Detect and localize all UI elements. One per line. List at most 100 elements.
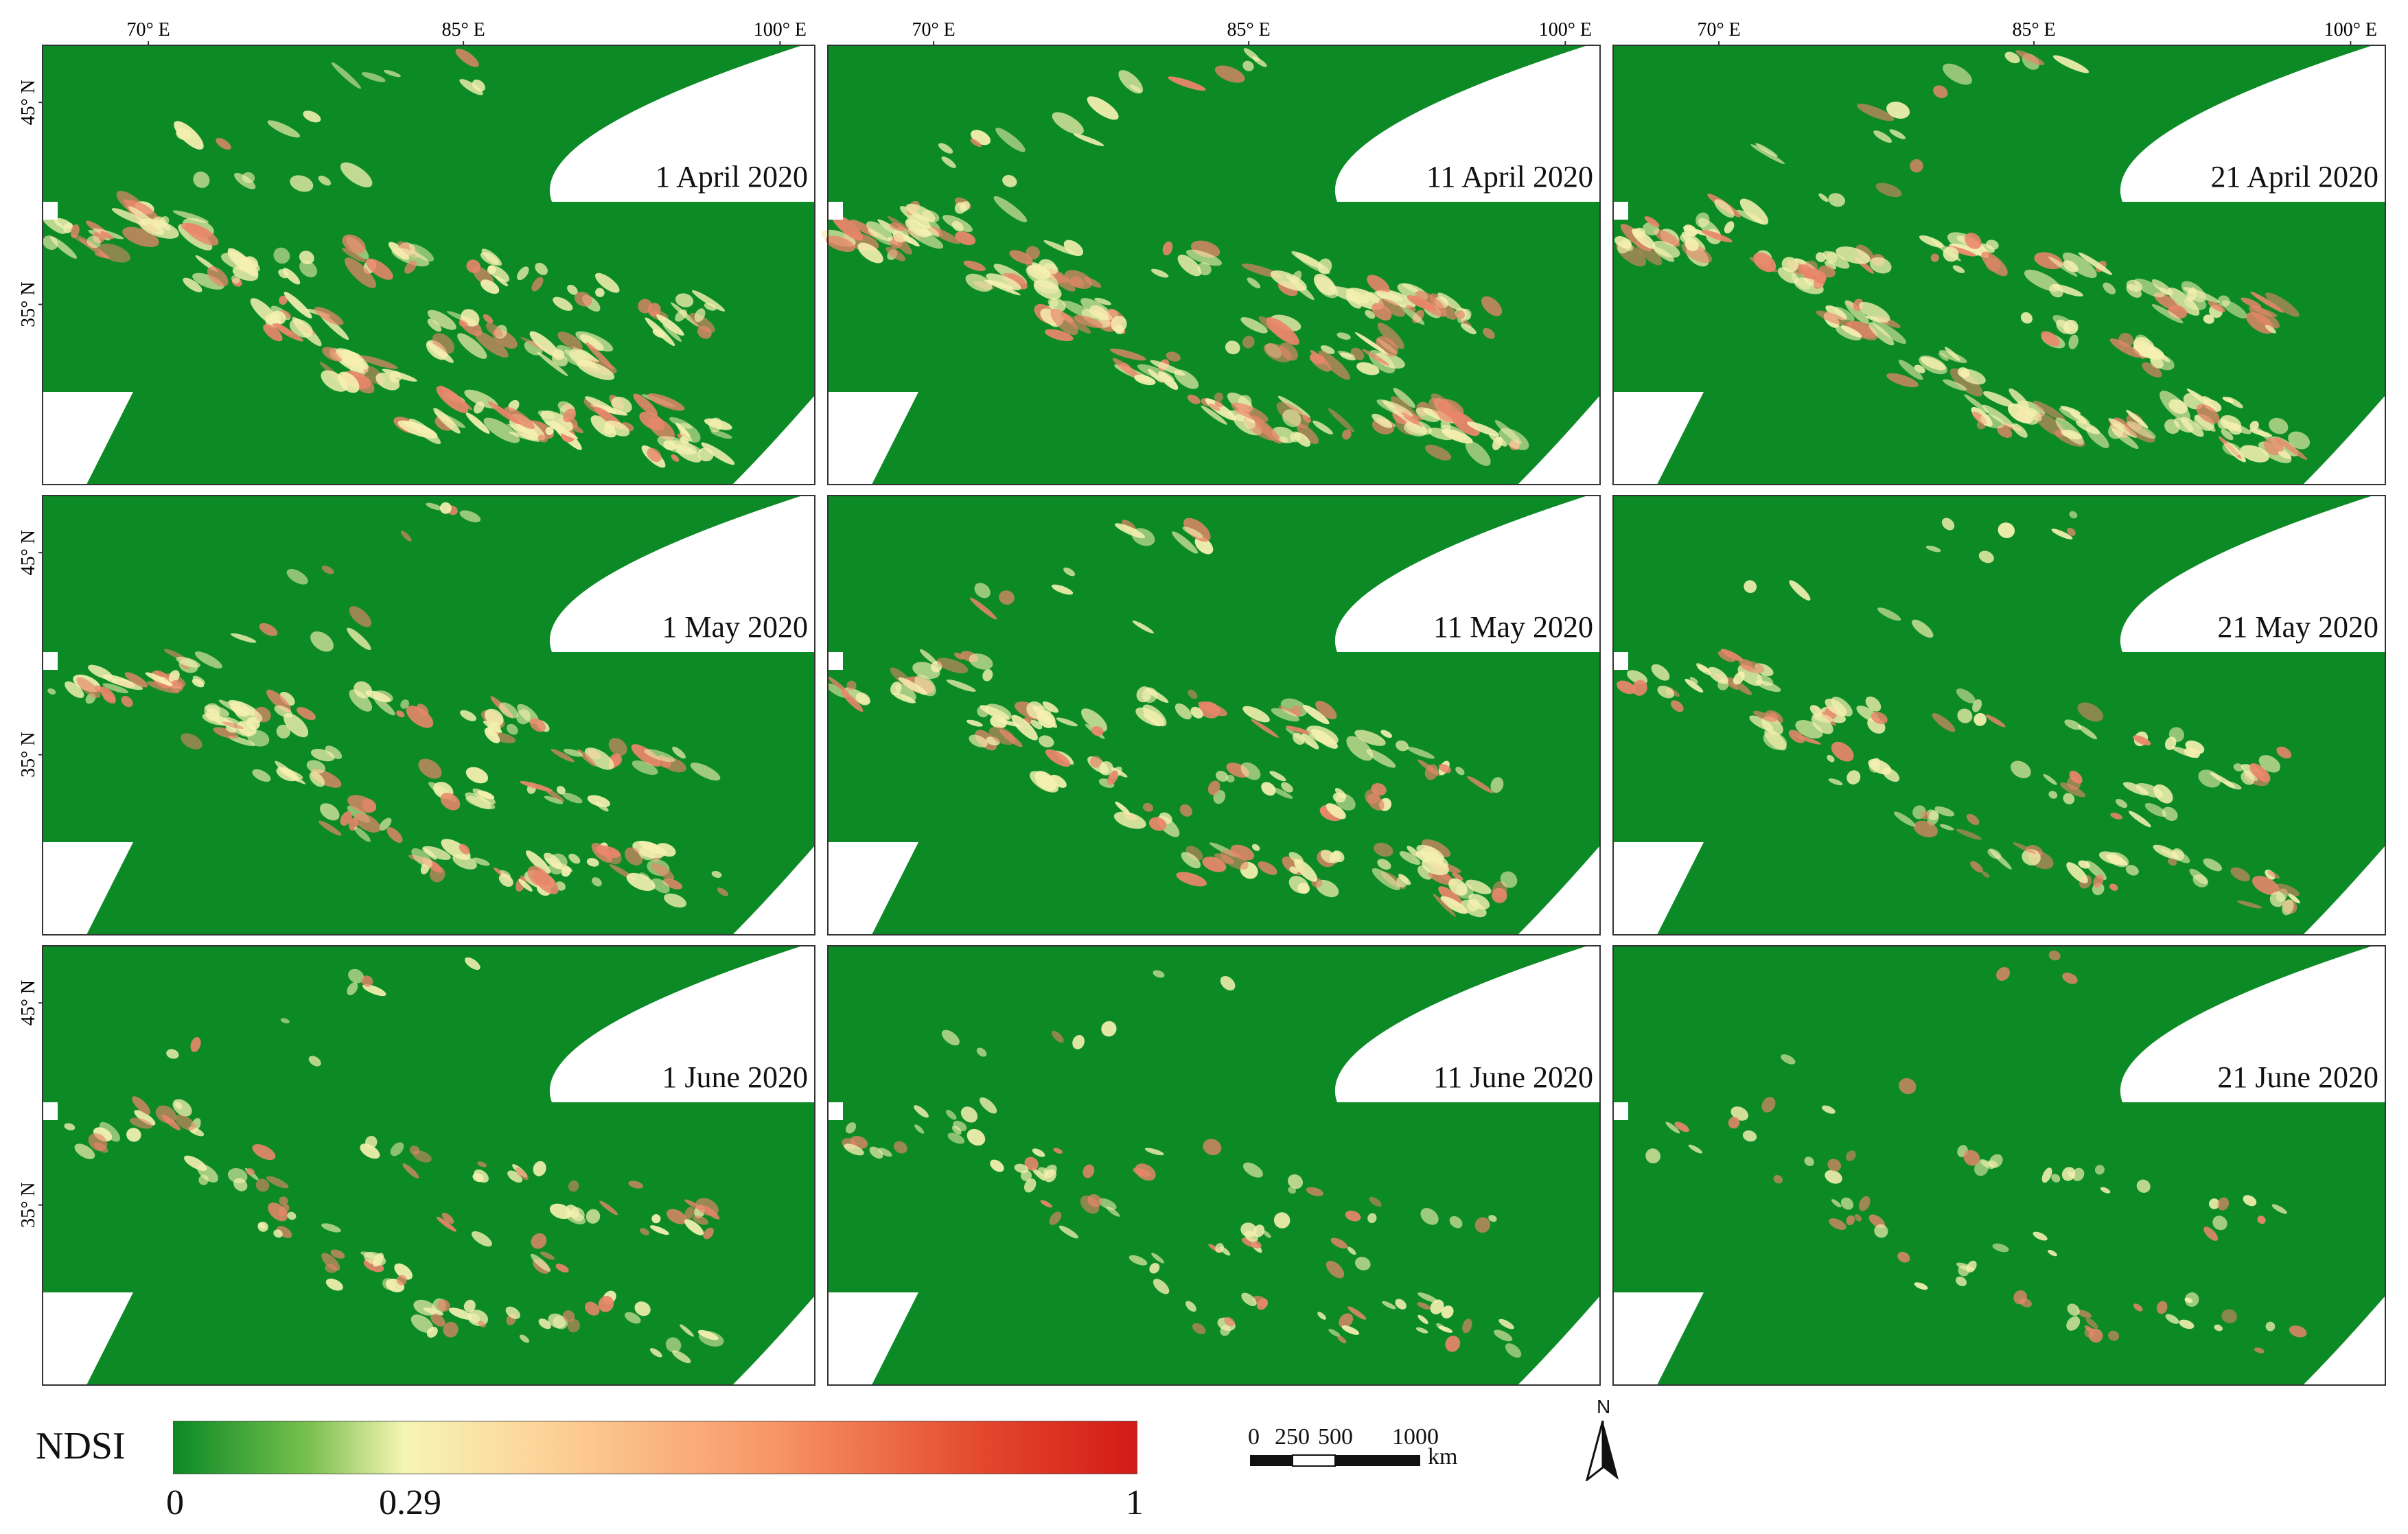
- snow-patch: [2035, 412, 2065, 437]
- snow-patch: [2133, 735, 2151, 746]
- snow-patch: [1205, 398, 1237, 421]
- snow-patch: [1490, 777, 1504, 793]
- snow-patch: [1441, 1305, 1454, 1318]
- snow-patch: [2078, 860, 2090, 869]
- snow-patch: [155, 1105, 176, 1124]
- snow-patch: [396, 710, 405, 718]
- snow-patch: [1279, 436, 1288, 443]
- snow-patch: [411, 848, 433, 868]
- snow-patch: [969, 597, 997, 620]
- snow-patch: [1462, 1318, 1472, 1334]
- snow-patch: [168, 670, 180, 682]
- nodata-west-notch: [43, 1102, 58, 1120]
- snow-patch: [508, 431, 540, 442]
- snow-patch: [2221, 1309, 2237, 1323]
- snow-patch: [1932, 712, 1956, 732]
- snow-patch: [487, 401, 520, 425]
- snow-patch: [2241, 297, 2262, 308]
- snow-patch: [1846, 1215, 1855, 1226]
- snow-patch: [990, 715, 1007, 729]
- snow-patch: [1032, 1167, 1045, 1181]
- north-arrow-icon: [1585, 1420, 1619, 1481]
- snow-patch: [422, 846, 451, 860]
- snow-patch: [1978, 243, 1995, 253]
- snow-patch: [484, 708, 504, 726]
- snow-patch: [418, 758, 442, 779]
- snow-patch: [2007, 403, 2033, 423]
- snow-patch: [2109, 338, 2141, 358]
- snow-patch: [1024, 1157, 1039, 1171]
- snow-patch: [181, 733, 202, 749]
- snow-patch: [1755, 143, 1778, 157]
- latitude-label: 35° N: [18, 732, 39, 777]
- snow-patch: [545, 426, 554, 435]
- snow-patch: [1970, 861, 1984, 873]
- snow-patch: [1058, 1225, 1079, 1239]
- snow-patch: [1696, 663, 1711, 675]
- north-label: N: [1597, 1396, 1611, 1417]
- snow-patch: [1845, 1150, 1856, 1161]
- snow-patch: [1873, 130, 1892, 143]
- snow-patch: [1455, 767, 1465, 776]
- longitude-label: 100° E: [2324, 19, 2377, 40]
- snow-patch: [198, 1174, 209, 1185]
- snow-patch: [1201, 405, 1227, 425]
- longitude-label: 100° E: [754, 19, 807, 40]
- snow-patch: [1941, 518, 1955, 531]
- snow-patch: [599, 1200, 618, 1216]
- snow-patch: [2085, 1318, 2098, 1329]
- scale-segment-2: [1292, 1454, 1336, 1467]
- snow-patch: [192, 272, 224, 290]
- snow-patch: [1720, 649, 1744, 662]
- snow-patch: [1220, 849, 1249, 870]
- snow-patch: [1294, 432, 1311, 447]
- nodata-northeast: [549, 496, 815, 652]
- snow-patch: [280, 1018, 290, 1023]
- snow-patch: [310, 749, 335, 762]
- snow-patch: [945, 1109, 957, 1120]
- snow-patch: [1401, 412, 1423, 427]
- nodata-west-notch: [43, 202, 58, 220]
- snow-patch: [2109, 883, 2118, 891]
- snow-patch: [2062, 973, 2078, 984]
- snow-patch: [1231, 402, 1269, 422]
- snow-patch: [1087, 1194, 1102, 1207]
- snow-patch: [2173, 417, 2194, 433]
- snow-patch: [1032, 1148, 1045, 1157]
- snow-patch: [124, 672, 148, 688]
- snow-patch: [252, 769, 271, 782]
- snow-patch: [1144, 1148, 1164, 1156]
- snow-patch: [1207, 780, 1220, 795]
- snow-patch: [1162, 241, 1173, 256]
- ndsi-colorbar: [173, 1421, 1137, 1474]
- snow-patch: [1355, 332, 1389, 356]
- snow-patch: [2153, 844, 2179, 859]
- snow-patch: [427, 342, 454, 363]
- snow-patch: [2208, 301, 2225, 312]
- snow-patch: [336, 348, 369, 370]
- map-frame: [42, 495, 815, 935]
- panel-date-label: 1 May 2020: [662, 610, 808, 644]
- snow-patch: [1153, 1279, 1170, 1294]
- snow-patch: [690, 763, 721, 781]
- snow-patch: [1846, 770, 1861, 785]
- snow-patch: [270, 310, 286, 325]
- snow-patch: [855, 693, 870, 706]
- snow-patch: [1828, 193, 1845, 207]
- snow-patch: [1113, 811, 1146, 829]
- snow-patch: [1623, 242, 1633, 251]
- snow-patch: [2214, 1324, 2223, 1332]
- snow-patch: [1098, 1198, 1117, 1210]
- snow-patch: [446, 311, 478, 326]
- snow-patch: [1181, 852, 1201, 869]
- snow-patch: [354, 681, 373, 699]
- snow-patch: [1106, 1206, 1120, 1217]
- scale-label-0: 0: [1248, 1424, 1260, 1450]
- snow-patch: [277, 766, 306, 785]
- nodata-northeast: [1334, 496, 1600, 652]
- snow-patch: [2184, 1292, 2199, 1308]
- snow-patch: [1833, 306, 1855, 321]
- snow-patch: [577, 749, 597, 767]
- snow-patch: [111, 678, 143, 690]
- panel-date-label: 1 June 2020: [662, 1060, 808, 1094]
